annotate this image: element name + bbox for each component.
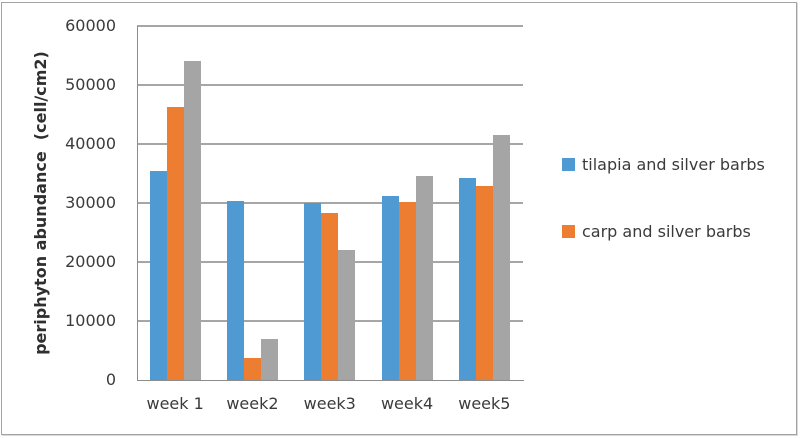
y-tick-label: 10000 bbox=[65, 311, 116, 330]
bar-series2-cat3 bbox=[321, 213, 339, 380]
bar-series1-cat3 bbox=[304, 203, 322, 380]
y-gridline bbox=[136, 84, 523, 86]
x-axis-label: week2 bbox=[226, 394, 279, 413]
y-gridline bbox=[136, 202, 523, 204]
y-tick-label: 0 bbox=[105, 370, 116, 389]
bar-series3-cat5 bbox=[492, 134, 510, 380]
bar-series3-cat3 bbox=[338, 250, 356, 380]
x-axis-label: week3 bbox=[303, 394, 356, 413]
bar-series3-cat1 bbox=[183, 61, 201, 380]
bar-series2-cat2 bbox=[243, 357, 261, 380]
legend-item: tilapia and silver barbs bbox=[562, 152, 765, 176]
legend-color-swatch-icon bbox=[562, 224, 575, 238]
y-gridline bbox=[136, 143, 523, 145]
bar-series3-cat2 bbox=[260, 338, 278, 380]
y-axis-line bbox=[136, 26, 138, 381]
bar-series1-cat4 bbox=[381, 195, 399, 380]
legend-label: carp and silver barbs bbox=[582, 221, 751, 241]
bar-series1-cat5 bbox=[458, 178, 476, 380]
legend-label: tilapia and silver barbs bbox=[582, 154, 765, 174]
legend-color-swatch-icon bbox=[562, 157, 575, 171]
y-tick-label: 60000 bbox=[65, 16, 116, 35]
y-tick-label: 40000 bbox=[65, 134, 116, 153]
y-gridline bbox=[136, 25, 523, 27]
legend-item: carp and silver barbs bbox=[562, 219, 751, 243]
y-tick-label: 20000 bbox=[65, 252, 116, 271]
bar-series1-cat1 bbox=[149, 171, 167, 380]
x-axis-line bbox=[136, 379, 524, 382]
x-axis-label: week 1 bbox=[146, 394, 204, 413]
y-tick-label: 50000 bbox=[65, 75, 116, 94]
bar-series1-cat2 bbox=[226, 200, 244, 380]
bar-series2-cat4 bbox=[398, 202, 416, 380]
x-axis-label: week4 bbox=[380, 394, 434, 413]
x-axis-label: week5 bbox=[458, 394, 511, 413]
bar-series2-cat1 bbox=[166, 106, 184, 380]
y-tick-label: 30000 bbox=[65, 193, 116, 212]
bar-series2-cat5 bbox=[475, 186, 493, 380]
bar-series3-cat4 bbox=[415, 175, 433, 380]
